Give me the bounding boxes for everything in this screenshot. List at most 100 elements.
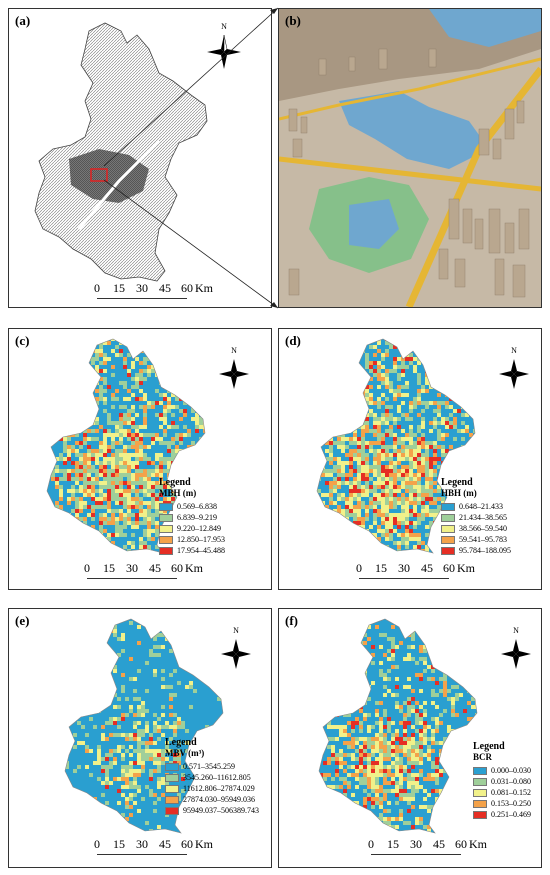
scale-line bbox=[371, 854, 461, 855]
river bbox=[77, 139, 161, 230]
legend-label: 0.031–0.080 bbox=[491, 777, 531, 786]
legend-item: 38.566–59.540 bbox=[441, 523, 511, 534]
legend-item: 0.153–0.250 bbox=[473, 798, 531, 809]
north-label: N bbox=[231, 346, 237, 355]
legend-swatch bbox=[473, 799, 487, 808]
legend-swatch bbox=[159, 524, 173, 533]
legend-label: 21.434–38.565 bbox=[459, 513, 507, 522]
north-label: N bbox=[511, 346, 517, 355]
scale-tick: 0 bbox=[356, 561, 362, 575]
scale-bar-a: 0 15 30 45 60 Km bbox=[94, 281, 257, 309]
road bbox=[279, 57, 541, 121]
legend-item: 0.031–0.080 bbox=[473, 776, 531, 787]
panel-e: (e) N Legend MBV (m³) 0.571–3545.259 3545… bbox=[8, 608, 272, 868]
legend-item: 3545.260–11612.805 bbox=[165, 772, 259, 783]
legend-e: Legend MBV (m³) 0.571–3545.259 3545.260–1… bbox=[165, 737, 259, 816]
legend-label: 59.541–95.783 bbox=[459, 535, 507, 544]
scale-tick: 45 bbox=[159, 281, 171, 295]
panel-b: (b) bbox=[278, 8, 542, 308]
scale-tick: 45 bbox=[159, 837, 171, 851]
legend-label: 11612.806–27874.029 bbox=[183, 784, 255, 793]
legend-variable: BCR bbox=[473, 752, 493, 762]
panel-d: (d) N Legend HBH (m) 0.648–21.433 21.434–… bbox=[278, 328, 542, 590]
legend-title: Legend bbox=[159, 477, 191, 488]
scale-bar-e: 0 15 30 45 60 Km bbox=[94, 837, 257, 865]
legend-item: 11612.806–27874.029 bbox=[165, 783, 259, 794]
overview-city-map bbox=[34, 22, 208, 282]
urban-core bbox=[69, 149, 149, 203]
legend-swatch bbox=[441, 502, 455, 511]
scale-tick: 30 bbox=[410, 837, 422, 851]
scale-unit: Km bbox=[195, 281, 213, 295]
legend-item: 0.081–0.152 bbox=[473, 787, 531, 798]
north-arrow-c: N bbox=[219, 346, 249, 389]
panel-c-label: (c) bbox=[15, 333, 30, 348]
city-boundary bbox=[316, 338, 476, 554]
legend-variable: MBH (m) bbox=[159, 488, 197, 498]
legend-label: 38.566–59.540 bbox=[459, 524, 507, 533]
panel-d-label: (d) bbox=[285, 333, 301, 348]
legend-swatch bbox=[473, 810, 487, 819]
scale-tick: 30 bbox=[398, 561, 410, 575]
legend-label: 0.648–21.433 bbox=[459, 502, 503, 511]
panel-a-label: (a) bbox=[15, 13, 31, 28]
3d-building-scene bbox=[279, 9, 541, 307]
scale-bar-f: 0 15 30 45 60 Km bbox=[368, 837, 531, 865]
legend-swatch bbox=[159, 513, 173, 522]
legend-label: 3545.260–11612.805 bbox=[183, 773, 251, 782]
compass-icon bbox=[501, 639, 531, 669]
legend-label: 9.220–12.849 bbox=[177, 524, 221, 533]
scale-tick: 15 bbox=[113, 837, 125, 851]
legend-swatch bbox=[473, 777, 487, 786]
legend-label: 27874.030–95949.036 bbox=[183, 795, 255, 804]
legend-item: 0.648–21.433 bbox=[441, 501, 511, 512]
legend-swatch bbox=[159, 502, 173, 511]
legend-label: 12.850–17.953 bbox=[177, 535, 225, 544]
scale-tick: 15 bbox=[375, 561, 387, 575]
legend-label: 0.081–0.152 bbox=[491, 788, 531, 797]
scale-tick: 60 bbox=[171, 561, 183, 575]
legend-item: 17.954–45.488 bbox=[159, 545, 225, 556]
choropleth-map-mbh bbox=[46, 338, 206, 554]
scale-tick: 45 bbox=[149, 561, 161, 575]
park-lake bbox=[349, 199, 399, 249]
legend-title: Legend bbox=[473, 741, 505, 752]
legend-swatch bbox=[473, 766, 487, 775]
legend-title: Legend bbox=[165, 737, 197, 748]
legend-variable: MBV (m³) bbox=[165, 748, 205, 758]
legend-swatch bbox=[165, 806, 179, 815]
road bbox=[279, 156, 541, 192]
raster-cells bbox=[319, 619, 477, 833]
legend-variable: HBH (m) bbox=[441, 488, 477, 498]
legend-c: Legend MBH (m) 0.569–6.838 6.839–9.219 9.2… bbox=[159, 477, 225, 556]
scale-unit: Km bbox=[185, 561, 203, 575]
scale-line bbox=[87, 578, 177, 579]
legend-d: Legend HBH (m) 0.648–21.433 21.434–38.565… bbox=[441, 477, 511, 556]
legend-label: 0.000–0.030 bbox=[491, 766, 531, 775]
scale-bar-c: 0 15 30 45 60 Km bbox=[84, 561, 247, 589]
scale-tick: 30 bbox=[126, 561, 138, 575]
city-boundary bbox=[318, 618, 478, 834]
scale-line bbox=[359, 578, 449, 579]
legend-label: 6.839–9.219 bbox=[177, 513, 217, 522]
choropleth-map-bcr bbox=[318, 618, 478, 834]
scale-tick: 60 bbox=[443, 561, 455, 575]
legend-label: 17.954–45.488 bbox=[177, 546, 225, 555]
legend-label: 0.571–3545.259 bbox=[183, 762, 235, 771]
north-label: N bbox=[221, 22, 227, 31]
legend-swatch bbox=[165, 762, 179, 771]
scale-tick: 0 bbox=[84, 561, 90, 575]
scale-line bbox=[97, 854, 187, 855]
legend-item: 0.569–6.838 bbox=[159, 501, 225, 512]
scale-tick: 15 bbox=[387, 837, 399, 851]
legend-swatch bbox=[165, 795, 179, 804]
legend-swatch bbox=[159, 535, 173, 544]
legend-swatch bbox=[159, 546, 173, 555]
scale-tick: 30 bbox=[136, 837, 148, 851]
legend-label: 95949.037–506389.743 bbox=[183, 806, 259, 815]
north-arrow-f: N bbox=[501, 626, 531, 669]
compass-icon bbox=[221, 639, 251, 669]
legend-item: 95949.037–506389.743 bbox=[165, 805, 259, 816]
compass-icon bbox=[499, 359, 529, 389]
legend-label: 0.251–0.469 bbox=[491, 810, 531, 819]
